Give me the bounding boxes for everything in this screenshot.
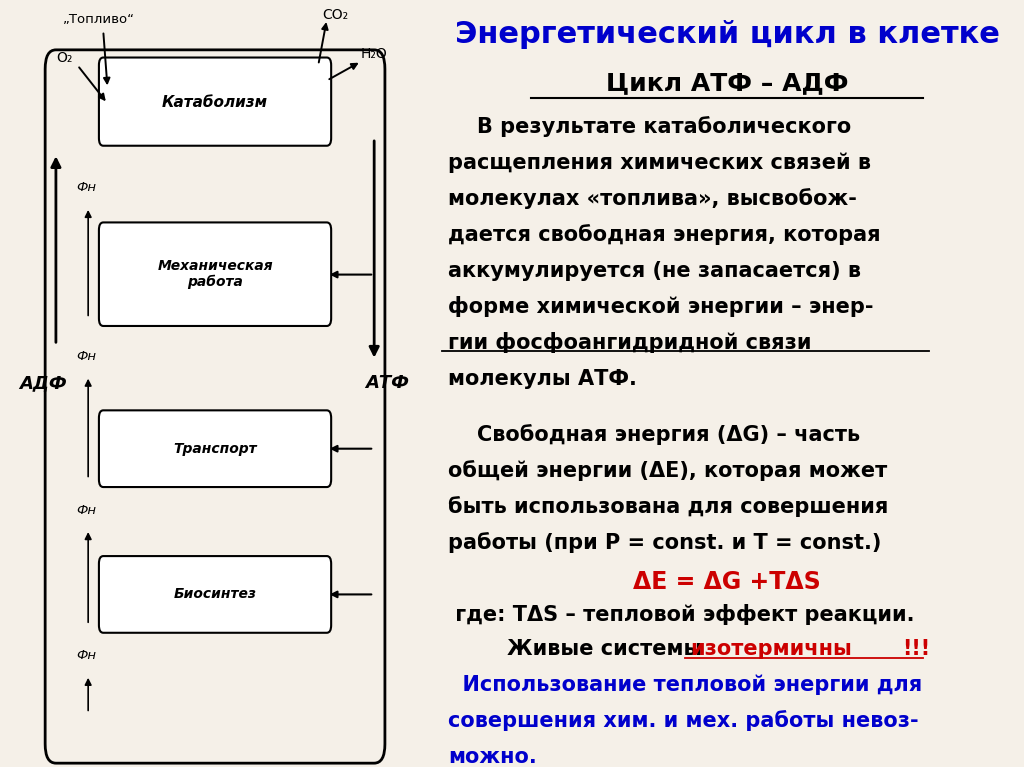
FancyBboxPatch shape: [99, 222, 331, 326]
Text: О₂: О₂: [56, 51, 73, 64]
Text: Свободная энергия (ΔG) – часть: Свободная энергия (ΔG) – часть: [447, 423, 860, 445]
Text: гии фосфоангидридной связи: гии фосфоангидридной связи: [447, 332, 811, 354]
Text: „Топливо“: „Топливо“: [62, 13, 135, 25]
FancyBboxPatch shape: [99, 58, 331, 146]
Text: изотермичны: изотермичны: [690, 639, 852, 659]
Text: Катаболизм: Катаболизм: [162, 94, 268, 110]
Text: Н₂О: Н₂О: [360, 47, 387, 61]
Text: Фн: Фн: [76, 650, 96, 662]
Text: Энергетический цикл в клетке: Энергетический цикл в клетке: [455, 20, 999, 49]
Text: форме химической энергии – энер-: форме химической энергии – энер-: [447, 296, 873, 318]
Text: Использование тепловой энергии для: Использование тепловой энергии для: [447, 675, 923, 695]
Text: совершения хим. и мех. работы невоз-: совершения хим. и мех. работы невоз-: [447, 710, 919, 732]
Text: работы (при P = const. и T = const.): работы (при P = const. и T = const.): [447, 532, 882, 553]
Text: ΔE = ΔG +TΔS: ΔE = ΔG +TΔS: [633, 570, 821, 594]
Text: Механическая
работа: Механическая работа: [158, 259, 272, 289]
Text: АДФ: АДФ: [19, 374, 67, 393]
Text: АТФ: АТФ: [366, 374, 409, 393]
Text: Транспорт: Транспорт: [173, 442, 257, 456]
Text: расщепления химических связей в: расщепления химических связей в: [447, 153, 870, 173]
FancyBboxPatch shape: [99, 556, 331, 633]
Text: можно.: можно.: [447, 747, 537, 767]
Text: дается свободная энергия, которая: дается свободная энергия, которая: [447, 224, 881, 245]
Text: где: TΔS – тепловой эффект реакции.: где: TΔS – тепловой эффект реакции.: [447, 604, 914, 625]
Text: аккумулируется (не запасается) в: аккумулируется (не запасается) в: [447, 261, 861, 281]
Text: общей энергии (ΔE), которая может: общей энергии (ΔE), которая может: [447, 459, 887, 481]
Text: быть использована для совершения: быть использована для совершения: [447, 495, 888, 517]
Text: Фн: Фн: [76, 351, 96, 363]
Text: Цикл АТФ – АДФ: Цикл АТФ – АДФ: [606, 71, 848, 95]
Text: Фн: Фн: [76, 182, 96, 194]
Text: Живые системы: Живые системы: [477, 639, 710, 659]
Text: Фн: Фн: [76, 504, 96, 516]
Text: СО₂: СО₂: [323, 8, 348, 22]
Text: Биосинтез: Биосинтез: [173, 588, 257, 601]
Text: молекулах «топлива», высвобож-: молекулах «топлива», высвобож-: [447, 188, 857, 209]
Text: !!!: !!!: [902, 639, 931, 659]
Text: В результате катаболического: В результате катаболического: [447, 116, 851, 137]
Text: молекулы АТФ.: молекулы АТФ.: [447, 369, 637, 389]
FancyBboxPatch shape: [99, 410, 331, 487]
